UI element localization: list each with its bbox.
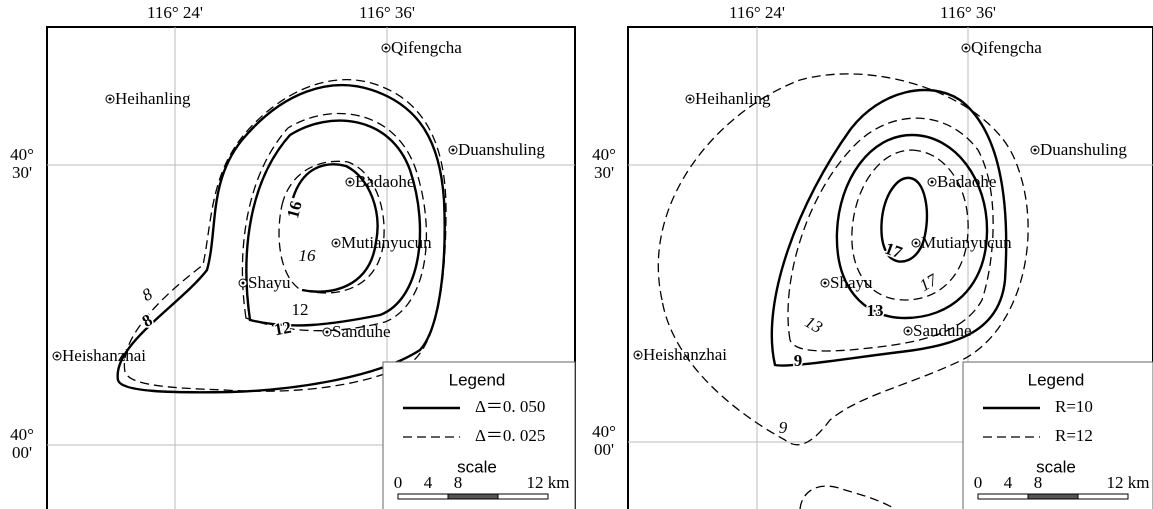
contour-label: 9 [794, 351, 803, 370]
contour [787, 117, 994, 352]
place-marker-dot [348, 180, 352, 184]
scale-tick-label: 4 [424, 473, 433, 492]
scale-tick-label: 12 km [1107, 473, 1150, 492]
place-marker-dot [930, 180, 934, 184]
legend-item: R=12 [1055, 426, 1093, 445]
place-name: Shayu [830, 273, 873, 292]
place-marker-dot [334, 241, 338, 245]
frame [46, 26, 576, 509]
place-marker-dot [451, 148, 455, 152]
scale-tick-label: 8 [1034, 473, 1043, 492]
latitude-label: 40° [10, 425, 34, 444]
scale-bar-segment [1027, 493, 1079, 500]
legend-title: Legend [449, 370, 506, 389]
place-name: Duanshuling [1040, 140, 1127, 159]
place-name: Duanshuling [458, 140, 545, 159]
scale-bar-segment [397, 493, 449, 500]
contour [245, 119, 422, 327]
scale-title: scale [457, 457, 497, 476]
contour-label: 13 [802, 312, 826, 337]
place-marker-dot [964, 46, 968, 50]
contour-label: 8 [139, 310, 156, 331]
latitude-label: 00' [12, 443, 32, 462]
scale-bar-segment [977, 493, 1029, 500]
latitude-label: 40° [10, 145, 34, 164]
place-name: Qifengcha [391, 38, 462, 57]
place-marker-dot [906, 329, 910, 333]
place-name: Badaohe [937, 172, 996, 191]
place-marker-dot [914, 241, 918, 245]
contour [278, 160, 385, 294]
place-marker-dot [688, 97, 692, 101]
place-name: Heihanling [695, 89, 771, 108]
latitude-label: 40° [592, 145, 616, 164]
scale-bar-segment [1077, 493, 1129, 500]
place-marker-dot [384, 46, 388, 50]
longitude-label: 116° 24' [729, 3, 785, 22]
longitude-label: 116° 24' [147, 3, 203, 22]
contour [116, 83, 446, 394]
scale-tick-label: 0 [394, 473, 403, 492]
contour-label: 12 [292, 300, 309, 319]
scale-tick-label: 8 [454, 473, 463, 492]
legend-item: Δ＝0. 050 [475, 397, 545, 416]
legend-box [962, 361, 1153, 509]
place-marker-dot [823, 281, 827, 285]
frame [627, 26, 1153, 509]
latitude-label: 40° [592, 422, 616, 441]
place-marker-dot [241, 281, 245, 285]
longitude-label: 116° 36' [359, 3, 415, 22]
contour-label: 9 [779, 418, 788, 437]
latitude-label: 30' [12, 163, 32, 182]
scale-tick-label: 4 [1004, 473, 1013, 492]
scale-tick-label: 12 km [527, 473, 570, 492]
place-marker-dot [325, 330, 329, 334]
contour [657, 73, 1029, 446]
scale-bar-segment [447, 493, 499, 500]
contour [770, 88, 1008, 367]
contour [123, 79, 447, 392]
scale-bar-segment [497, 493, 549, 500]
place-name: Heishanzhai [643, 345, 727, 364]
contour-label: 8 [139, 284, 156, 305]
contour-label: 16 [283, 199, 306, 220]
place-name: Mutianyucun [341, 233, 432, 252]
place-name: Sanduhe [913, 321, 972, 340]
scale-title: scale [1036, 457, 1076, 476]
place-name: Heihanling [115, 89, 191, 108]
scale-tick-label: 0 [974, 473, 983, 492]
place-name: Badaohe [355, 172, 414, 191]
place-marker-dot [1033, 148, 1037, 152]
place-name: Heishanzhai [62, 346, 146, 365]
legend-item: Δ＝0. 025 [475, 426, 545, 445]
place-name: Qifengcha [971, 38, 1042, 57]
latitude-label: 00' [594, 440, 614, 459]
place-name: Sanduhe [332, 322, 391, 341]
longitude-label: 116° 36' [940, 3, 996, 22]
place-marker-dot [636, 353, 640, 357]
contour [880, 176, 929, 263]
legend-box [382, 361, 576, 509]
contour [835, 133, 989, 320]
legend-item: R=10 [1055, 397, 1093, 416]
contour [851, 149, 969, 301]
legend-title: Legend [1028, 370, 1085, 389]
contour-label: 17 [916, 269, 942, 295]
place-name: Mutianyucun [921, 233, 1012, 252]
contour [291, 163, 379, 293]
contour [241, 112, 428, 332]
contour [799, 485, 896, 509]
contour-label: 12 [273, 318, 293, 340]
contour-label: 16 [299, 246, 317, 265]
place-marker-dot [108, 97, 112, 101]
contour-label: 17 [882, 239, 905, 263]
place-name: Shayu [248, 273, 291, 292]
latitude-label: 30' [594, 163, 614, 182]
place-marker-dot [55, 354, 59, 358]
left-panel [46, 26, 576, 509]
contour-label: 13 [867, 301, 884, 320]
